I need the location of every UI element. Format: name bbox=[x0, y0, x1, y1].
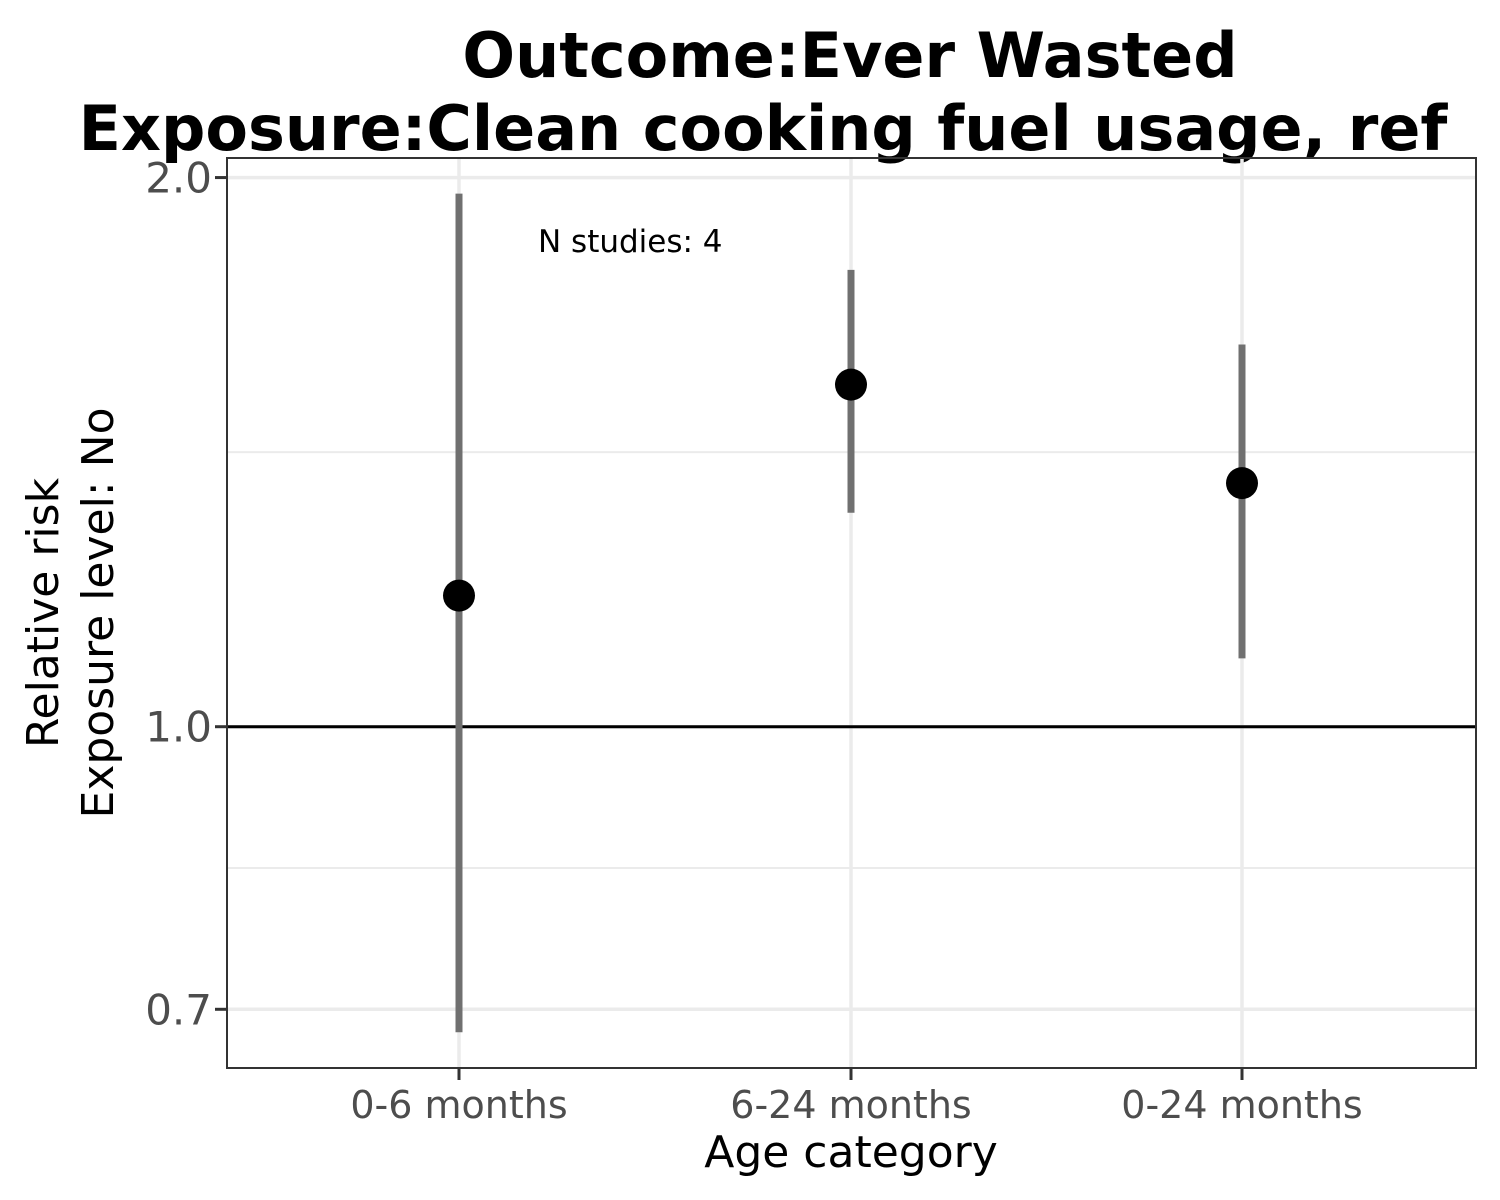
y-axis-title: Relative risk Exposure level: No bbox=[18, 408, 124, 819]
x-tick-label-1: 6-24 months bbox=[730, 1083, 971, 1127]
y-tick-label-0: 0.7 bbox=[145, 985, 212, 1034]
point-estimates bbox=[443, 368, 1258, 612]
y-axis-title-line-1: Relative risk bbox=[18, 477, 69, 748]
point-estimate-2 bbox=[1226, 467, 1258, 500]
x-tick-label-2: 0-24 months bbox=[1121, 1083, 1362, 1127]
point-estimate-1 bbox=[835, 368, 867, 401]
y-tick-label-2: 2.0 bbox=[145, 154, 212, 203]
annotation-n-studies: N studies: 4 bbox=[538, 224, 723, 260]
x-axis-title: Age category bbox=[704, 1127, 998, 1178]
chart-title-line-2: Exposure:Clean cooking fuel usage, ref bbox=[79, 92, 1449, 165]
y-axis-ticks: 0.7 1.0 2.0 bbox=[145, 154, 227, 1034]
x-axis-ticks: 0-6 months 6-24 months 0-24 months bbox=[350, 1068, 1363, 1127]
x-tick-label-0: 0-6 months bbox=[350, 1083, 567, 1127]
point-estimate-0 bbox=[443, 579, 475, 612]
y-tick-label-1: 1.0 bbox=[145, 703, 212, 752]
y-axis-title-line-2: Exposure level: No bbox=[73, 408, 124, 819]
chart-title-line-1: Outcome:Ever Wasted bbox=[462, 19, 1237, 92]
